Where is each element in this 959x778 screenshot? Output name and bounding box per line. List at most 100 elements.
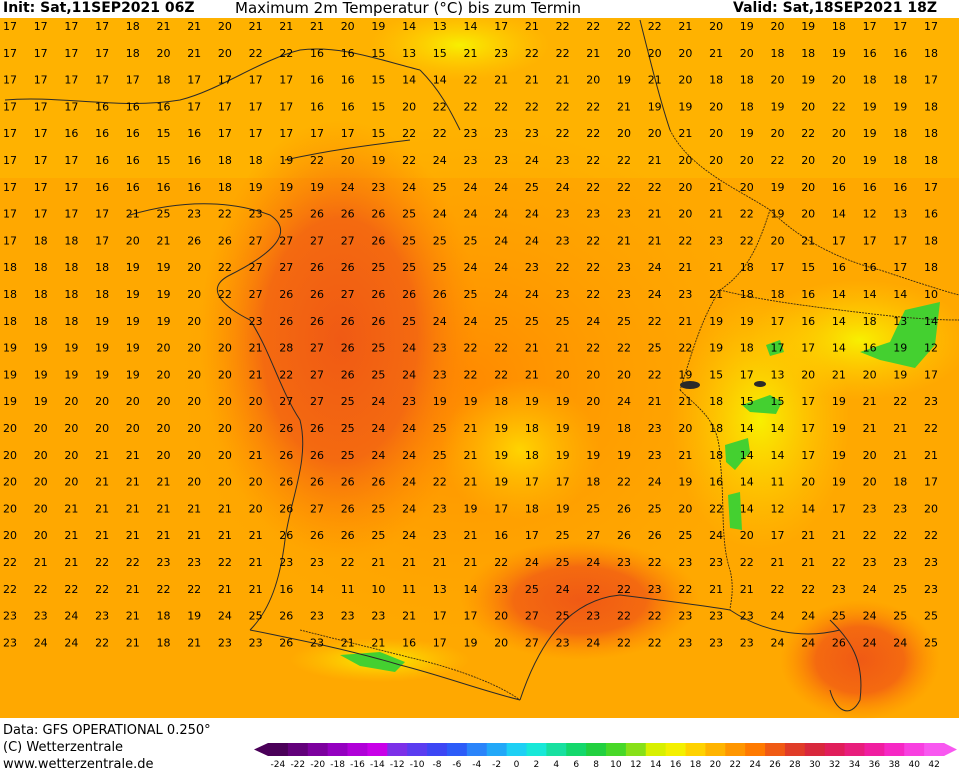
grid-value: 17 <box>279 127 293 140</box>
grid-value: 23 <box>341 610 355 623</box>
grid-value: 20 <box>740 181 754 194</box>
grid-value: 21 <box>464 47 478 60</box>
grid-value: 15 <box>771 395 785 408</box>
grid-value: 21 <box>249 529 263 542</box>
grid-value: 15 <box>157 154 171 167</box>
grid-value: 19 <box>34 342 48 355</box>
grid-value: 16 <box>893 47 907 60</box>
grid-value: 23 <box>586 610 600 623</box>
grid-value: 21 <box>64 556 78 569</box>
grid-value: 20 <box>157 449 171 462</box>
grid-value: 22 <box>617 583 631 596</box>
grid-value: 22 <box>586 20 600 33</box>
grid-value: 17 <box>3 154 17 167</box>
grid-value: 20 <box>494 610 508 623</box>
grid-value: 18 <box>801 47 815 60</box>
grid-value: 17 <box>433 636 447 649</box>
grid-value: 14 <box>402 74 416 87</box>
grid-value: 17 <box>433 610 447 623</box>
grid-value: 22 <box>494 556 508 569</box>
grid-value: 17 <box>218 127 232 140</box>
grid-value: 16 <box>95 181 109 194</box>
grid-value: 21 <box>126 476 140 489</box>
grid-value: 21 <box>464 476 478 489</box>
grid-value: 21 <box>525 74 539 87</box>
valid-time-label: Valid: Sat,18SEP2021 18Z <box>733 0 938 17</box>
grid-value: 21 <box>95 502 109 515</box>
grid-value: 22 <box>218 261 232 274</box>
grid-value: 14 <box>832 288 846 301</box>
legend-swatch <box>645 743 667 756</box>
grid-value: 17 <box>64 47 78 60</box>
grid-value: 20 <box>126 234 140 247</box>
grid-value: 18 <box>893 74 907 87</box>
grid-value: 23 <box>617 288 631 301</box>
grid-value: 22 <box>617 636 631 649</box>
grid-value: 21 <box>126 583 140 596</box>
legend-tick-label: -2 <box>492 760 501 770</box>
grid-value: 27 <box>279 234 293 247</box>
grid-value: 24 <box>771 610 785 623</box>
grid-value: 17 <box>3 74 17 87</box>
legend-tick-label: 26 <box>769 760 781 770</box>
grid-value: 25 <box>464 288 478 301</box>
grid-value: 21 <box>157 20 171 33</box>
legend-swatch <box>566 743 587 756</box>
grid-value: 24 <box>525 234 539 247</box>
grid-value: 24 <box>402 181 416 194</box>
grid-value: 24 <box>433 154 447 167</box>
grid-value: 14 <box>464 583 478 596</box>
grid-value: 27 <box>310 368 324 381</box>
grid-value: 22 <box>586 342 600 355</box>
grid-value: 21 <box>95 476 109 489</box>
grid-value: 22 <box>218 556 232 569</box>
grid-value: 22 <box>617 181 631 194</box>
grid-value: 20 <box>95 395 109 408</box>
grid-value: 21 <box>617 100 631 113</box>
grid-value: 23 <box>3 636 17 649</box>
grid-value: 19 <box>556 502 570 515</box>
grid-value: 20 <box>3 422 17 435</box>
grid-value: 17 <box>863 20 877 33</box>
grid-value: 19 <box>494 476 508 489</box>
grid-value: 27 <box>310 502 324 515</box>
grid-value: 27 <box>249 288 263 301</box>
grid-value: 16 <box>64 127 78 140</box>
grid-value: 19 <box>464 502 478 515</box>
grid-value: 20 <box>218 476 232 489</box>
legend-tick-label: 30 <box>809 760 821 770</box>
grid-value: 19 <box>126 315 140 328</box>
grid-value: 26 <box>371 234 385 247</box>
legend-tick-label: -8 <box>433 760 442 770</box>
grid-value: 23 <box>678 636 692 649</box>
grid-value: 18 <box>157 636 171 649</box>
grid-value: 23 <box>740 610 754 623</box>
grid-value: 19 <box>740 315 754 328</box>
grid-value: 23 <box>249 636 263 649</box>
grid-value: 20 <box>402 100 416 113</box>
grid-value: 14 <box>863 288 877 301</box>
grid-value: 17 <box>64 208 78 221</box>
grid-value: 20 <box>586 74 600 87</box>
grid-value: 23 <box>402 395 416 408</box>
grid-value: 16 <box>832 181 846 194</box>
grid-value: 20 <box>678 74 692 87</box>
grid-value: 17 <box>494 20 508 33</box>
grid-value: 17 <box>95 74 109 87</box>
grid-value: 22 <box>187 583 201 596</box>
grid-value: 20 <box>34 422 48 435</box>
grid-value: 21 <box>924 449 938 462</box>
grid-value: 26 <box>341 476 355 489</box>
grid-value: 27 <box>249 261 263 274</box>
website-link[interactable]: www.wetterzentrale.de <box>3 757 154 772</box>
grid-value: 20 <box>218 422 232 435</box>
grid-value: 12 <box>924 342 938 355</box>
grid-value: 20 <box>249 422 263 435</box>
grid-value: 16 <box>310 74 324 87</box>
grid-value: 20 <box>3 476 17 489</box>
grid-value: 23 <box>617 208 631 221</box>
grid-value: 21 <box>157 502 171 515</box>
grid-value: 26 <box>310 529 324 542</box>
grid-value: 22 <box>832 100 846 113</box>
